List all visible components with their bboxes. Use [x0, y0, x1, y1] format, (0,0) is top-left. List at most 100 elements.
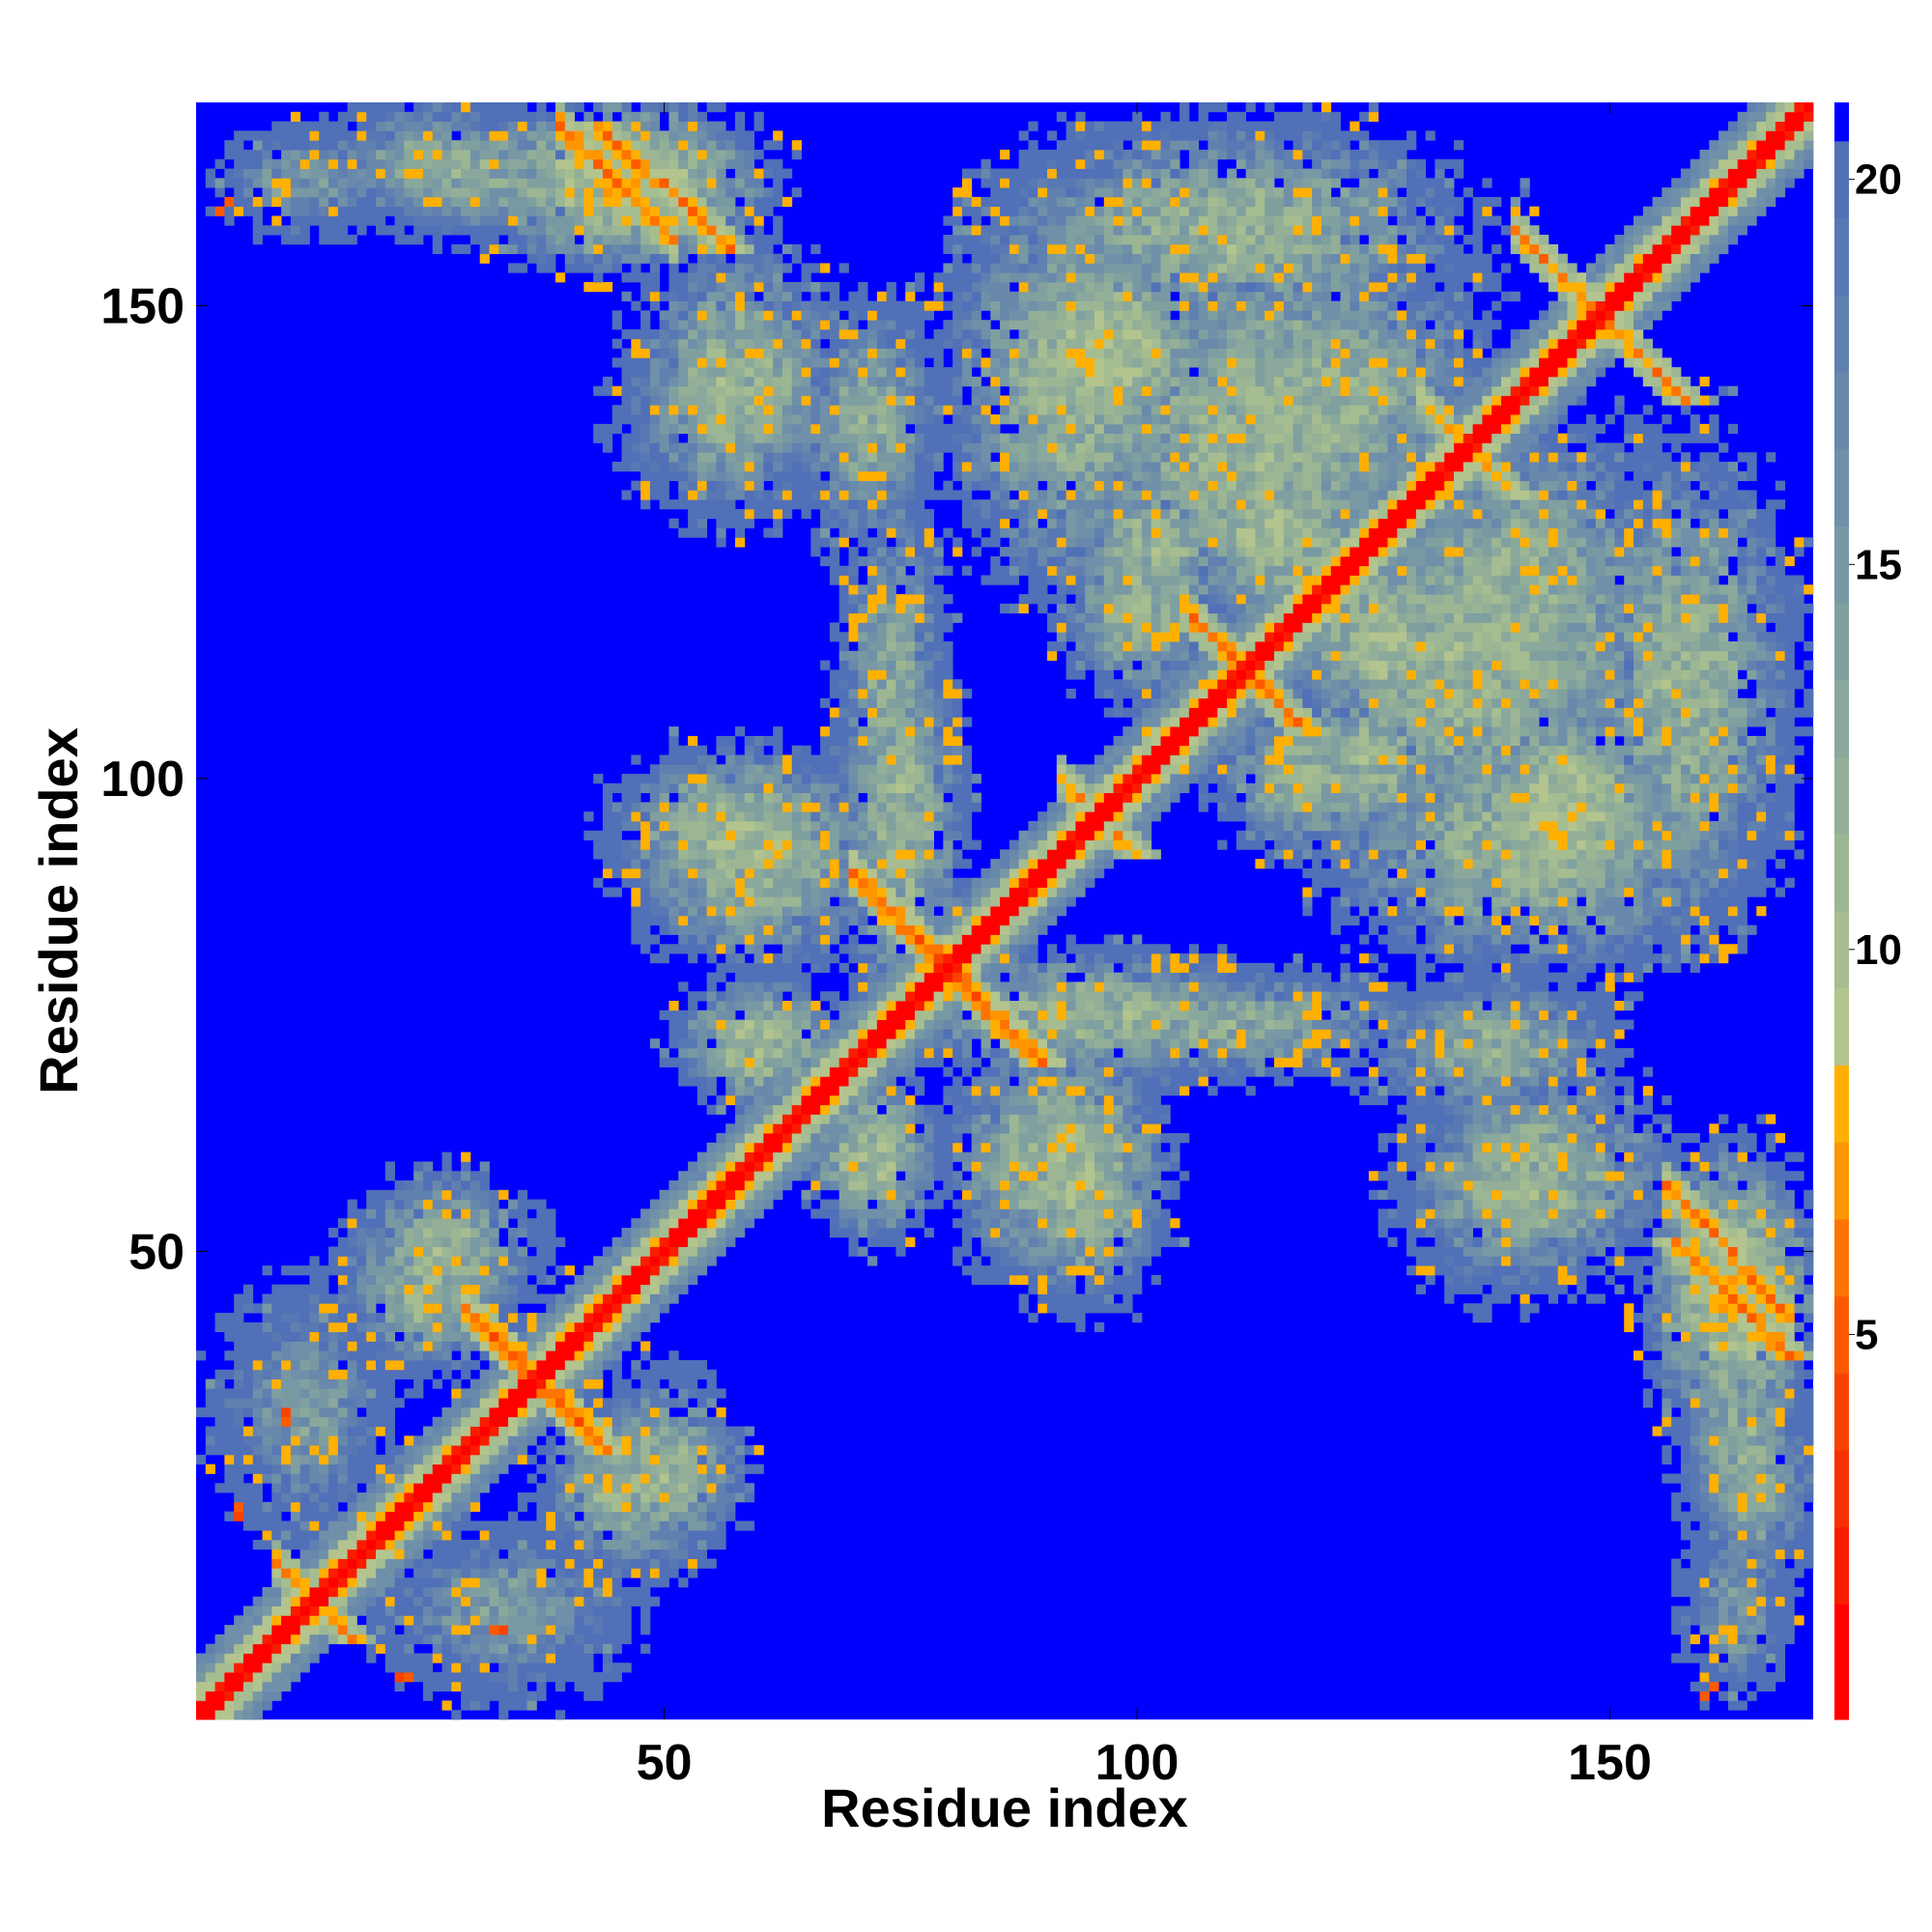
heatmap-cell	[621, 1274, 651, 1286]
heatmap-cell	[905, 1180, 916, 1191]
heatmap-cell	[1179, 1047, 1190, 1059]
heatmap-cell	[1719, 1142, 1729, 1153]
heatmap-cell	[933, 991, 944, 1002]
heatmap-cell	[1075, 962, 1086, 974]
heatmap-cell	[1312, 1057, 1322, 1067]
heatmap-cell	[867, 1171, 878, 1181]
heatmap-cell	[1065, 1001, 1076, 1011]
heatmap-cell	[1056, 1047, 1067, 1059]
heatmap-cell	[328, 1548, 349, 1559]
heatmap-cell	[422, 1256, 434, 1266]
heatmap-cell	[1122, 1236, 1133, 1247]
heatmap-cell	[1784, 1236, 1795, 1247]
heatmap-cell	[262, 1293, 310, 1304]
heatmap-cell	[1387, 1236, 1398, 1247]
heatmap-cell	[1652, 1236, 1662, 1247]
heatmap-cell	[1198, 1029, 1208, 1039]
heatmap-cell	[1236, 1009, 1247, 1020]
heatmap-cell	[1122, 1142, 1133, 1153]
heatmap-cell	[725, 1171, 746, 1181]
heatmap-cell	[526, 1700, 537, 1711]
heatmap-cell	[1690, 1501, 1700, 1513]
heatmap-cell	[1047, 1171, 1067, 1181]
heatmap-cell	[1595, 1218, 1606, 1229]
heatmap-cell	[242, 1653, 272, 1663]
heatmap-cell	[1217, 1038, 1228, 1049]
heatmap-cell	[1520, 1019, 1530, 1030]
heatmap-cell	[980, 991, 991, 1002]
heatmap-cell	[621, 1530, 632, 1541]
heatmap-cell	[1690, 1435, 1700, 1446]
heatmap-cell	[422, 1615, 434, 1626]
heatmap-cell	[1227, 981, 1247, 992]
heatmap-cell	[299, 1378, 310, 1389]
heatmap-cell	[536, 1369, 556, 1379]
heatmap-cell	[309, 1540, 320, 1550]
heatmap-cell	[1397, 924, 1417, 935]
heatmap-cell	[1727, 1398, 1739, 1408]
heatmap-cell	[404, 1246, 414, 1257]
heatmap-cell	[1444, 1029, 1455, 1039]
heatmap-cell	[1595, 896, 1606, 907]
heatmap-cell	[1605, 1180, 1615, 1191]
heatmap-cell	[1680, 1378, 1691, 1389]
heatmap-cell	[281, 1473, 292, 1484]
heatmap-cell	[319, 1634, 329, 1645]
heatmap-cell	[706, 1199, 726, 1209]
heatmap-cell	[1747, 1435, 1757, 1446]
heatmap-cell	[706, 1142, 717, 1153]
heatmap-cell	[1444, 1218, 1455, 1229]
heatmap-cell	[1217, 1001, 1228, 1011]
heatmap-cell	[631, 887, 641, 897]
heatmap-cell	[688, 1256, 698, 1266]
heatmap-cell	[980, 1029, 991, 1039]
heatmap-cell	[1624, 1313, 1634, 1323]
heatmap-cell	[1766, 1586, 1804, 1598]
heatmap-cell	[649, 1548, 661, 1559]
heatmap-cell	[829, 1047, 840, 1059]
heatmap-cell	[678, 1066, 689, 1077]
heatmap-cell	[366, 1236, 377, 1247]
heatmap-cell	[196, 1350, 207, 1361]
heatmap-cell	[1586, 944, 1597, 954]
heatmap-cell	[489, 1189, 499, 1200]
heatmap-cell	[479, 1161, 490, 1172]
heatmap-cell	[469, 1568, 481, 1578]
heatmap-cell	[319, 1313, 329, 1323]
heatmap-cell	[404, 1558, 414, 1569]
heatmap-cell	[1662, 944, 1682, 954]
heatmap-cell	[508, 1662, 519, 1673]
heatmap-cell	[384, 1492, 395, 1503]
heatmap-cell	[1094, 1321, 1105, 1333]
heatmap-cell	[867, 1189, 878, 1200]
heatmap-cell	[895, 1151, 906, 1162]
heatmap-cell	[347, 1492, 357, 1503]
heatmap-cell	[1103, 1094, 1114, 1106]
heatmap-cell	[1804, 1492, 1814, 1503]
heatmap-cell	[489, 1596, 499, 1606]
heatmap-cell	[564, 1416, 575, 1427]
heatmap-cell	[356, 1416, 367, 1427]
heatmap-cell	[1283, 962, 1303, 974]
heatmap-cell	[688, 1199, 698, 1209]
heatmap-cell	[895, 896, 906, 907]
heatmap-cell	[688, 1483, 698, 1493]
heatmap-cell	[1387, 1009, 1398, 1020]
heatmap-cell	[413, 1180, 424, 1191]
heatmap-cell	[876, 1009, 888, 1020]
heatmap-cell	[262, 1303, 272, 1314]
heatmap-cell	[1340, 991, 1350, 1002]
heatmap-cell	[744, 896, 754, 907]
heatmap-cell	[1680, 1227, 1691, 1238]
heatmap-cell	[990, 1123, 1001, 1134]
heatmap-cell	[461, 1227, 471, 1238]
heatmap-cell	[1227, 991, 1237, 1002]
heatmap-cell	[413, 1208, 424, 1219]
heatmap-cell	[1595, 915, 1606, 926]
heatmap-cell	[451, 1303, 462, 1314]
heatmap-cell	[432, 1341, 442, 1351]
heatmap-cell	[659, 1520, 669, 1531]
heatmap-cell	[1662, 1171, 1672, 1181]
heatmap-cell	[716, 1445, 726, 1456]
heatmap-cell	[309, 1577, 320, 1588]
